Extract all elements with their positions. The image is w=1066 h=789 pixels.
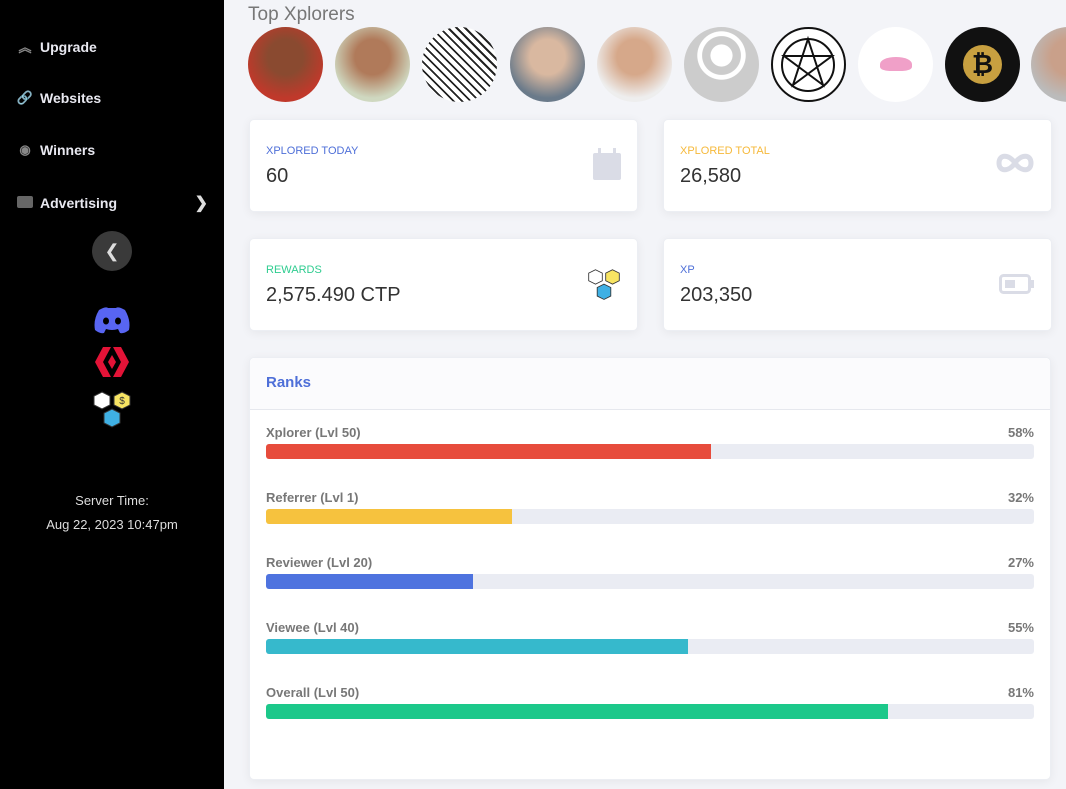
rank-name: Xplorer (Lvl 50) — [266, 425, 361, 440]
link-icon: 🔗 — [16, 90, 34, 105]
stat-label: REWARDS — [266, 264, 322, 276]
server-time-value: Aug 22, 2023 10:47pm — [46, 517, 178, 532]
rank-row: Viewee (Lvl 40) 55% — [266, 620, 1034, 654]
hive-link[interactable] — [92, 346, 132, 378]
avatar[interactable] — [858, 27, 933, 102]
avatar[interactable] — [684, 27, 759, 102]
rank-percent: 81% — [1007, 685, 1034, 700]
discord-icon — [94, 307, 130, 334]
sidebar-item-websites[interactable]: 🔗 Websites — [16, 90, 208, 106]
pentagram-icon — [780, 35, 836, 92]
avatar[interactable] — [771, 27, 846, 102]
stat-label: XPLORED TODAY — [266, 145, 359, 157]
rank-percent: 27% — [1007, 555, 1034, 570]
chevron-right-icon: ❯ — [194, 195, 208, 212]
rank-progress-fill — [266, 639, 689, 654]
bitcoin-icon: ₿ — [963, 45, 1002, 84]
stat-value: 203,350 — [680, 284, 753, 306]
sidebar-item-label: Winners — [40, 142, 96, 158]
rank-row: Xplorer (Lvl 50) 58% — [266, 425, 1034, 459]
stat-label: XPLORED TOTAL — [680, 145, 770, 157]
rank-progress-fill — [266, 444, 712, 459]
avatar[interactable] — [597, 27, 672, 102]
sidebar-item-label: Upgrade — [40, 38, 97, 55]
svg-text:$: $ — [119, 396, 125, 407]
avatar[interactable]: ₿ — [945, 27, 1020, 102]
award-icon: ◉ — [19, 142, 31, 157]
stat-card-rewards: REWARDS 2,575.490 CTP — [249, 238, 638, 331]
avatar[interactable] — [1031, 27, 1066, 102]
collapse-sidebar-button[interactable]: ❮ — [92, 231, 132, 271]
rank-name: Reviewer (Lvl 20) — [266, 555, 373, 570]
rank-progress-fill — [266, 509, 512, 524]
rank-progress-bar — [266, 509, 1034, 524]
avatar[interactable] — [422, 27, 497, 102]
stat-value: 2,575.490 CTP — [266, 284, 401, 306]
rank-progress-bar — [266, 639, 1034, 654]
discord-link[interactable] — [92, 304, 132, 336]
stat-card-xp: XP 203,350 — [663, 238, 1052, 331]
rank-percent: 58% — [1007, 425, 1034, 440]
sidebar-item-upgrade[interactable]: ︽ Upgrade — [16, 37, 208, 56]
ad-icon — [16, 195, 34, 211]
rank-progress-bar — [266, 444, 1034, 459]
infinity-icon — [995, 152, 1035, 179]
ctp-logo-icon: $ — [93, 391, 131, 428]
ranks-title: Ranks — [250, 358, 1050, 410]
double-chevron-up-icon: ︽ — [18, 40, 32, 55]
stat-label: XP — [680, 264, 695, 276]
rank-progress-fill — [266, 574, 474, 589]
battery-icon — [999, 274, 1035, 299]
rank-progress-bar — [266, 574, 1034, 589]
calendar-icon — [593, 148, 621, 185]
rank-progress-bar — [266, 704, 1034, 719]
server-time-label: Server Time: — [75, 493, 149, 508]
stat-card-xplored-total: XPLORED TOTAL 26,580 — [663, 119, 1052, 212]
chevron-left-icon: ❮ — [104, 240, 120, 261]
ranks-card: Ranks Xplorer (Lvl 50) 58% Referrer (Lvl 1… — [249, 357, 1051, 780]
rank-progress-fill — [266, 704, 889, 719]
sidebar-item-advertising[interactable]: Advertising ❯ — [16, 195, 208, 212]
rank-row: Referrer (Lvl 1) 32% — [266, 490, 1034, 524]
rank-name: Overall (Lvl 50) — [266, 685, 360, 700]
rank-row: Overall (Lvl 50) 81% — [266, 685, 1034, 719]
top-xplorers-title: Top Xplorers — [248, 4, 355, 25]
sidebar-item-label: Advertising — [40, 195, 118, 211]
avatar[interactable] — [510, 27, 585, 102]
ctp-token-icon — [587, 267, 621, 308]
avatar[interactable] — [335, 27, 410, 102]
lotus-icon — [880, 57, 912, 71]
stat-value: 60 — [266, 165, 289, 187]
sidebar: ︽ Upgrade 🔗 Websites ◉ Winners Advertising ❯… — [0, 0, 224, 789]
rank-percent: 32% — [1007, 490, 1034, 505]
rank-name: Viewee (Lvl 40) — [266, 620, 359, 635]
stat-card-xplored-today: XPLORED TODAY 60 — [249, 119, 638, 212]
rank-percent: 55% — [1007, 620, 1034, 635]
stat-value: 26,580 — [680, 165, 742, 187]
sidebar-item-winners[interactable]: ◉ Winners — [16, 142, 208, 158]
rank-row: Reviewer (Lvl 20) 27% — [266, 555, 1034, 589]
avatar[interactable] — [248, 27, 323, 102]
server-time: Server Time: Aug 22, 2023 10:47pm — [0, 489, 224, 537]
rank-name: Referrer (Lvl 1) — [266, 490, 359, 505]
sidebar-item-label: Websites — [40, 90, 102, 106]
main-content: Top Xplorers ₿ XPLORED TODAY 60 XPLORED … — [224, 0, 1066, 789]
ctp-link[interactable]: $ — [92, 390, 132, 430]
hive-icon — [95, 347, 129, 377]
